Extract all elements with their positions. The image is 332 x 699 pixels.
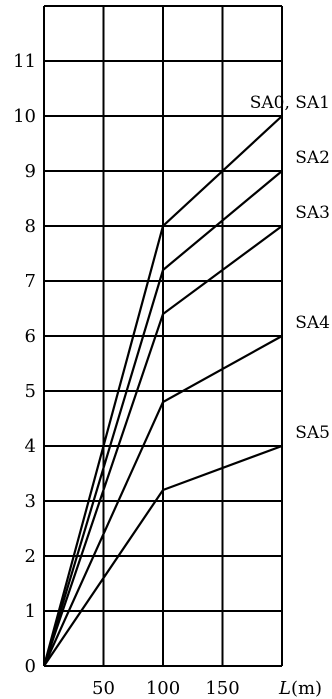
series-line (43, 444, 283, 667)
series-line (42, 170, 283, 667)
y-tick-label: 9 (25, 161, 36, 182)
y-tick-label: 7 (25, 271, 36, 292)
y-tick-label: 5 (25, 381, 36, 402)
y-tick-label: 10 (13, 106, 36, 127)
x-tick-label: 100 (146, 678, 180, 699)
x-axis-unit: (m) (291, 678, 322, 699)
y-tick-label: 6 (25, 326, 36, 347)
x-tick-labels: 50 100 150 (92, 678, 240, 699)
y-tick-label: 1 (25, 601, 36, 622)
x-axis-label: L(m) (278, 678, 322, 699)
y-tick-label: 2 (25, 546, 36, 567)
y-tick-label: 8 (25, 216, 36, 237)
series-line (42, 115, 283, 667)
y-tick-label: 0 (25, 656, 36, 677)
series-labels: SA0, SA1 SA2 SA3 SA4 SA5 (250, 93, 330, 443)
series-label: SA4 (295, 313, 330, 333)
series-line (42, 335, 283, 667)
x-tick-label: 150 (205, 678, 239, 699)
x-tick-label: 50 (92, 678, 115, 699)
y-tick-label: 4 (25, 436, 36, 457)
y-tick-label: 11 (13, 51, 36, 72)
series-label: SA5 (295, 423, 330, 443)
series-label: SA3 (295, 203, 330, 223)
y-tick-labels: 0 1 2 3 4 5 6 7 8 9 10 11 (13, 51, 36, 677)
series-label: SA2 (295, 148, 330, 168)
x-axis-variable: L (278, 678, 291, 699)
series-label: SA0, SA1 (250, 93, 330, 113)
y-tick-label: 3 (25, 491, 36, 512)
grid (43, 5, 283, 667)
series-lines (42, 115, 283, 667)
series-line (42, 225, 283, 667)
